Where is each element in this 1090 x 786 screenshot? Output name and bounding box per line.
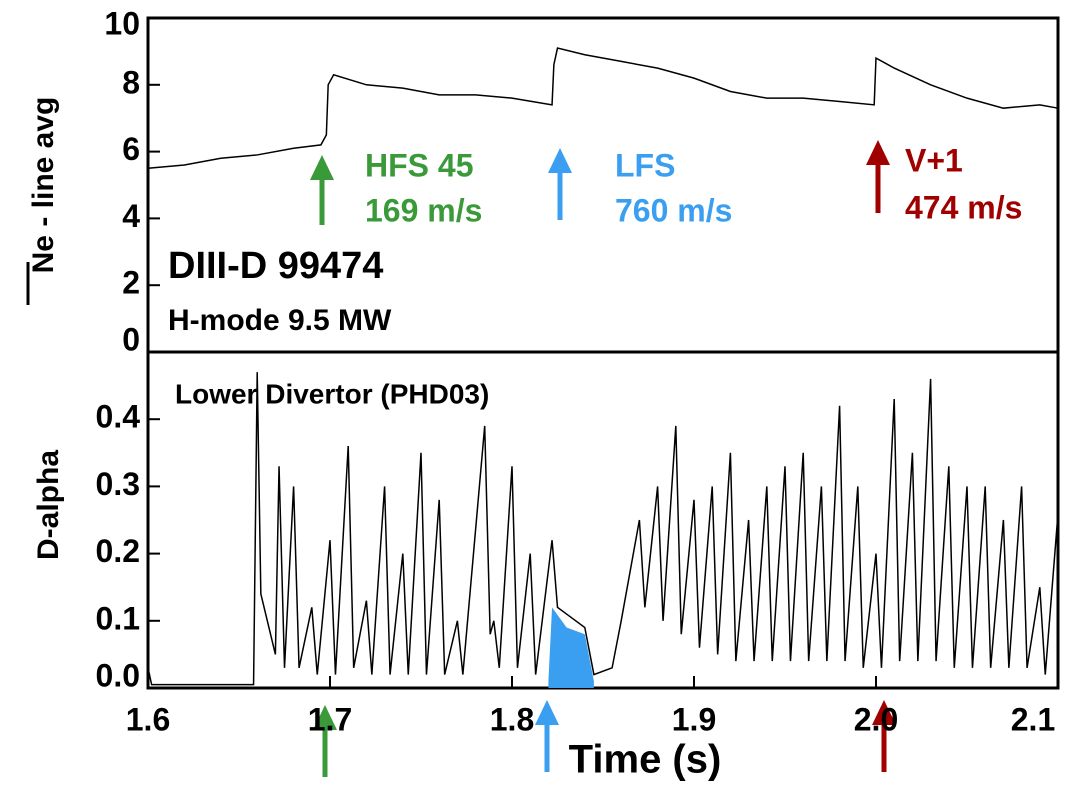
x-tick-label: 2.0 bbox=[854, 701, 898, 737]
y-tick-label: 0.4 bbox=[96, 399, 141, 435]
y-tick-label: 0 bbox=[122, 321, 140, 357]
y-tick-label: 0.3 bbox=[96, 466, 140, 502]
x-tick-label: 2.1 bbox=[1011, 701, 1055, 737]
x-axis-label: Time (s) bbox=[569, 738, 722, 782]
x-tick-label: 1.6 bbox=[126, 701, 170, 737]
annotation: LFS bbox=[615, 147, 675, 183]
annotation: DIII-D 99474 bbox=[168, 245, 383, 287]
annotation: Lower Divertor (PHD03) bbox=[175, 378, 489, 409]
x-tick-label: 1.9 bbox=[672, 701, 716, 737]
y-tick-label: 2 bbox=[122, 265, 140, 301]
y-tick-label: 0.1 bbox=[96, 600, 140, 636]
x-tick-label: 1.7 bbox=[308, 701, 352, 737]
area bbox=[548, 607, 594, 688]
arrows bbox=[310, 140, 896, 777]
y-tick-label: 8 bbox=[122, 64, 140, 100]
annotation: 474 m/s bbox=[905, 189, 1022, 225]
annotation: HFS 45 bbox=[365, 147, 473, 183]
y-axis-label: Ne - line avg bbox=[27, 97, 60, 274]
y-tick-label: 0.0 bbox=[96, 657, 140, 693]
annotation: 760 m/s bbox=[615, 192, 732, 228]
y-tick-label: 10 bbox=[104, 5, 140, 41]
y-tick-label: 0.2 bbox=[96, 533, 140, 569]
y-axis-label: D-alpha bbox=[32, 450, 65, 560]
line bbox=[147, 372, 1059, 686]
y-tick-label: 4 bbox=[122, 198, 140, 234]
annotation: H-mode 9.5 MW bbox=[168, 304, 392, 337]
x-tick-label: 1.8 bbox=[490, 701, 534, 737]
y-tick-label: 6 bbox=[122, 131, 140, 167]
line bbox=[147, 47, 1059, 170]
annotation: 169 m/s bbox=[365, 192, 482, 228]
annotation: V+1 bbox=[905, 142, 963, 178]
